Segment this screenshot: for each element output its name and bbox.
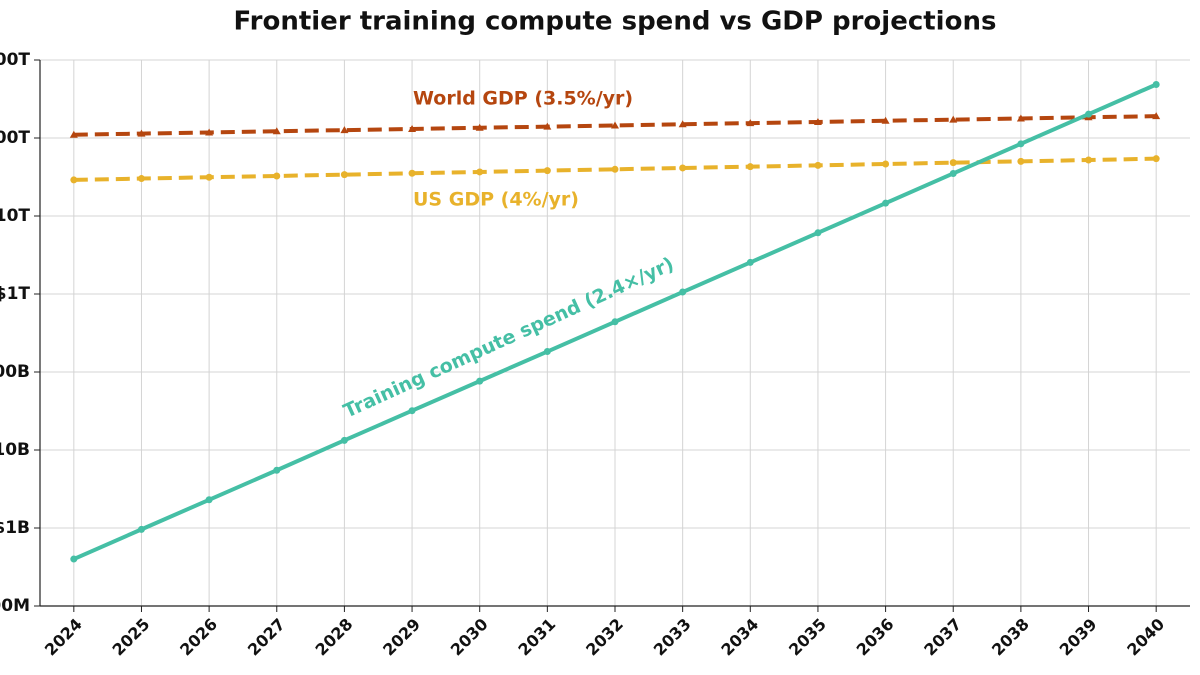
marker <box>746 163 754 171</box>
marker <box>137 525 145 533</box>
marker <box>611 318 619 326</box>
marker <box>814 229 822 237</box>
y-tick-label: $1B <box>0 518 30 538</box>
chart-title: Frontier training compute spend vs GDP p… <box>234 7 997 37</box>
marker <box>679 288 687 296</box>
marker <box>137 129 146 137</box>
marker <box>1017 157 1025 165</box>
y-tick-label: $1000T <box>0 50 30 70</box>
marker <box>746 258 754 266</box>
marker <box>881 116 890 124</box>
marker <box>611 121 619 129</box>
marker <box>882 199 890 207</box>
series-annotation: US GDP (4%/yr) <box>413 189 579 211</box>
marker <box>476 168 484 176</box>
x-tick-label: 2040 <box>1123 615 1168 660</box>
marker <box>1085 156 1093 164</box>
x-tick-label: 2024 <box>41 615 86 660</box>
marker <box>69 130 78 138</box>
marker <box>273 172 281 180</box>
y-tick-label: $100M <box>0 596 30 616</box>
marker <box>813 117 822 125</box>
marker <box>678 120 687 128</box>
marker <box>882 160 890 168</box>
marker <box>476 377 484 385</box>
marker <box>408 124 417 132</box>
x-tick-label: 2028 <box>311 615 356 660</box>
marker <box>272 127 281 135</box>
marker <box>205 128 214 136</box>
x-tick-label: 2031 <box>514 615 559 660</box>
x-tick-label: 2029 <box>379 615 424 660</box>
y-tick-label: $100T <box>0 128 30 148</box>
series-line <box>73 114 1157 137</box>
marker <box>205 496 213 504</box>
marker <box>340 171 348 179</box>
x-tick-label: 2034 <box>717 615 762 660</box>
marker <box>205 173 213 181</box>
x-tick-label: 2032 <box>582 615 627 660</box>
marker <box>543 167 551 175</box>
marker <box>543 348 551 356</box>
y-tick-label: $10B <box>0 440 30 460</box>
marker <box>679 164 687 172</box>
marker <box>814 161 822 169</box>
marker <box>949 169 957 177</box>
marker <box>949 115 958 123</box>
marker <box>543 122 552 130</box>
series-line <box>73 156 1157 182</box>
y-tick-label: $10T <box>0 206 30 226</box>
series-annotation: World GDP (3.5%/yr) <box>413 88 633 110</box>
y-tick-label: $100B <box>0 362 30 382</box>
marker <box>949 159 957 167</box>
marker <box>340 126 349 134</box>
marker <box>340 436 348 444</box>
x-tick-label: 2030 <box>447 615 492 660</box>
marker <box>611 165 619 173</box>
marker <box>1085 110 1093 118</box>
marker <box>1152 81 1160 89</box>
x-tick-label: 2025 <box>109 615 154 660</box>
marker <box>273 466 281 474</box>
x-tick-label: 2039 <box>1056 615 1101 660</box>
marker <box>475 123 484 131</box>
marker <box>408 407 416 415</box>
x-tick-label: 2038 <box>988 615 1033 660</box>
marker <box>1152 155 1160 163</box>
marker <box>137 175 145 183</box>
x-tick-label: 2033 <box>650 615 695 660</box>
x-tick-label: 2035 <box>785 615 830 660</box>
marker <box>408 169 416 177</box>
series-annotation: Training compute spend (2.4×/yr) <box>340 253 677 422</box>
marker <box>1152 112 1161 120</box>
marker <box>70 176 78 184</box>
x-tick-label: 2027 <box>244 615 289 660</box>
marker <box>1017 140 1025 148</box>
marker <box>70 555 78 563</box>
marker <box>746 119 755 127</box>
y-tick-label: $1T <box>0 284 30 304</box>
x-tick-label: 2037 <box>920 615 965 660</box>
marker <box>1016 114 1025 122</box>
x-tick-label: 2036 <box>853 615 898 660</box>
x-tick-label: 2026 <box>176 615 221 660</box>
